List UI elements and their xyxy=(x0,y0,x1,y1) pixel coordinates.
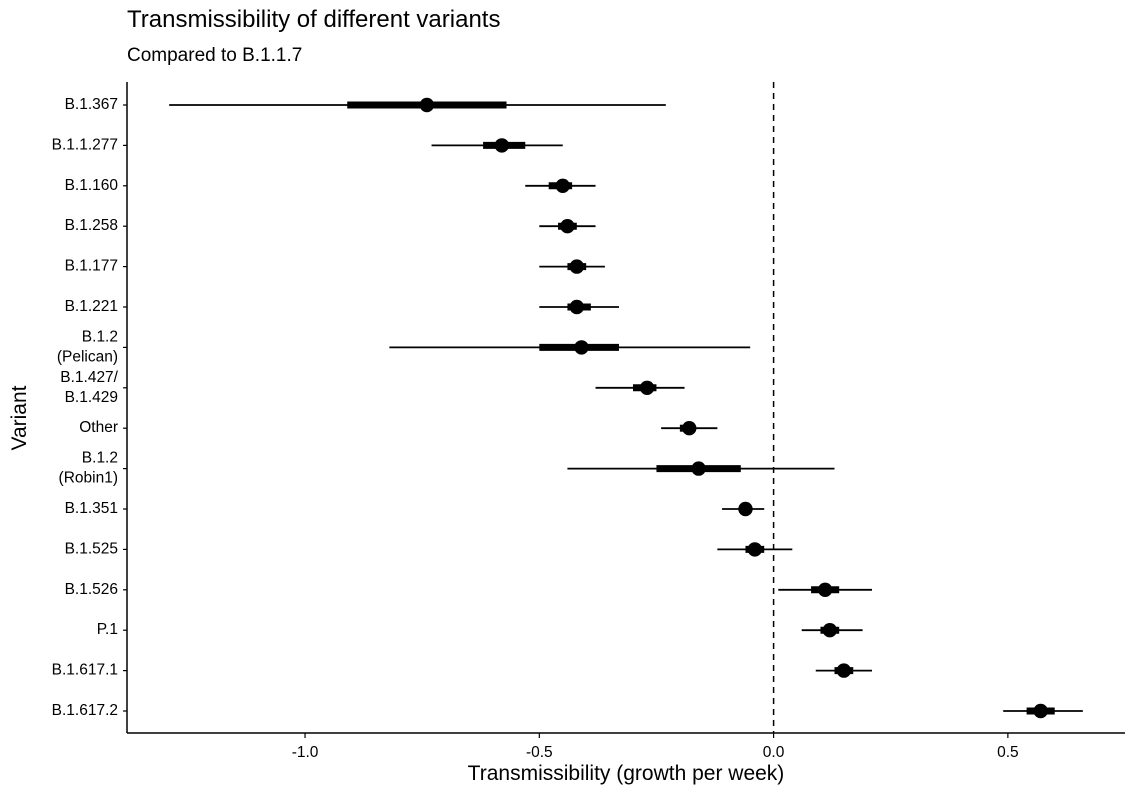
variant-row xyxy=(722,501,765,517)
y-tick-labels: B.1.367 B.1.1.277 B.1.160 B.1.258 B.1.177 B.1… xyxy=(52,96,127,719)
variant-row xyxy=(539,219,596,234)
y-tick-label-line: B.1.367 xyxy=(65,96,118,113)
x-tick-label: 0.5 xyxy=(997,744,1019,761)
variant-row xyxy=(595,380,685,395)
x-ticks: -1.0 -0.5 0.0 0.5 xyxy=(292,733,1019,761)
y-tick-label-line: B.1.427/ xyxy=(60,369,118,386)
y-tick-label-line: B.1.351 xyxy=(65,500,118,517)
y-tick-label: B.1.526 xyxy=(65,581,118,598)
y-tick-label: Other xyxy=(79,419,118,436)
y-tick-label-line: B.1.526 xyxy=(65,581,118,598)
marks xyxy=(169,97,1083,719)
y-tick-label-line: B.1.258 xyxy=(65,217,118,234)
chart-subtitle: Compared to B.1.1.7 xyxy=(127,45,303,66)
estimate-point xyxy=(836,663,852,678)
y-tick-label-line: B.1.525 xyxy=(65,540,118,557)
y-tick-label: B.1.525 xyxy=(65,540,118,557)
y-tick-label: B.1.367 xyxy=(65,96,118,113)
estimate-point xyxy=(560,219,575,234)
chart-title: Transmissibility of different variants xyxy=(127,6,501,33)
estimate-point xyxy=(494,138,510,153)
variant-row xyxy=(661,421,718,436)
y-tick-label-line: B.1.617.2 xyxy=(52,702,118,719)
y-tick-label-line: B.1.429 xyxy=(65,389,118,406)
variant-row xyxy=(525,178,596,193)
y-tick-label: B.1.427/B.1.429 xyxy=(60,369,118,406)
y-tick-label: B.1.221 xyxy=(65,298,118,315)
y-tick-label: B.1.160 xyxy=(65,177,119,194)
estimate-point xyxy=(419,97,435,113)
estimate-point xyxy=(682,421,697,436)
variant-row xyxy=(539,299,619,315)
y-tick-label: B.1.617.2 xyxy=(52,702,118,719)
y-tick-label-line: B.1.221 xyxy=(65,298,118,315)
y-axis-label: Variant xyxy=(8,385,31,451)
y-tick-label: B.1.617.1 xyxy=(52,662,118,679)
variant-row xyxy=(801,623,863,638)
y-tick-label-line: B.1.177 xyxy=(65,258,118,275)
estimate-point xyxy=(747,542,763,557)
y-tick-label-line: (Pelican) xyxy=(57,348,118,365)
variant-row xyxy=(778,582,872,597)
variant-row xyxy=(717,542,793,557)
y-tick-label-line: (Robin1) xyxy=(59,470,118,487)
y-tick-label-line: B.1.2 xyxy=(82,450,118,467)
variant-row xyxy=(815,663,872,678)
estimate-point xyxy=(822,623,838,638)
y-tick-label-line: B.1.1.277 xyxy=(52,136,118,153)
y-tick-label-line: P.1 xyxy=(97,621,118,638)
x-tick-label: 0.0 xyxy=(763,744,785,761)
estimate-point xyxy=(569,259,585,274)
y-tick-label: B.1.1.277 xyxy=(52,136,118,153)
estimate-point xyxy=(691,461,706,476)
estimate-point xyxy=(1033,703,1048,719)
estimate-point xyxy=(738,501,753,517)
variant-row xyxy=(431,138,563,153)
y-tick-label-line: B.1.617.1 xyxy=(52,662,118,679)
y-tick-label-line: Other xyxy=(79,419,118,436)
y-tick-label-line: B.1.160 xyxy=(65,177,119,194)
axes xyxy=(126,82,1125,734)
estimate-point xyxy=(817,582,833,597)
x-tick-label: -1.0 xyxy=(292,744,319,761)
y-tick-label: P.1 xyxy=(97,621,118,638)
y-tick-label: B.1.2 (Robin1) xyxy=(59,450,118,487)
variant-row xyxy=(1003,703,1083,719)
estimate-point xyxy=(574,340,589,355)
variant-row xyxy=(169,97,666,113)
estimate-point xyxy=(569,299,585,315)
variant-row xyxy=(389,340,751,355)
x-tick-label: -0.5 xyxy=(526,744,553,761)
estimate-point xyxy=(555,178,570,193)
y-tick-label: B.1.2 (Pelican) xyxy=(57,328,118,365)
estimate-point xyxy=(639,380,655,395)
x-axis-label: Transmissibility (growth per week) xyxy=(467,762,785,785)
y-tick-label: B.1.258 xyxy=(65,217,118,234)
y-tick-label: B.1.177 xyxy=(65,258,118,275)
y-tick-label-line: B.1.2 xyxy=(82,328,118,345)
y-tick-label: B.1.351 xyxy=(65,500,118,517)
variant-row xyxy=(567,461,835,476)
variant-row xyxy=(539,259,605,274)
